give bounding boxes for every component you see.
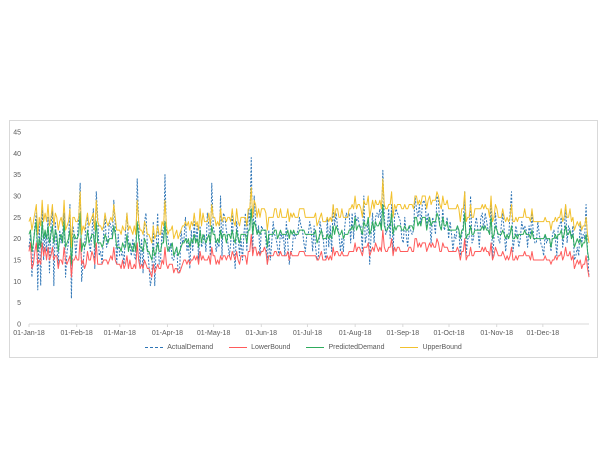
x-tick-label: 01-Mar-18 (104, 330, 136, 337)
legend-item-actualdemand: ActualDemand (145, 344, 213, 351)
legend-label: LowerBound (251, 344, 291, 351)
x-tick-label: 01-Jun-18 (246, 330, 278, 337)
x-tick-label: 01-Oct-18 (433, 330, 464, 337)
legend-label: ActualDemand (167, 344, 214, 351)
legend-item-upperbound: UpperBound (400, 344, 462, 351)
x-tick-label: 01-Sep-18 (386, 330, 419, 337)
series-line-upperbound (28, 178, 590, 248)
chart-frame: 0 5 10 15 20 25 30 35 40 45 01-Jan-18 01-Feb-18 01-… (9, 120, 598, 358)
x-tick-label: 01-Dec-18 (527, 330, 560, 337)
series-line-actualdemand (28, 157, 590, 299)
y-tick-label: 0 (17, 322, 21, 329)
y-tick-label: 20 (13, 236, 21, 243)
y-tick-label: 10 (13, 279, 21, 286)
legend-swatch (229, 347, 248, 348)
legend-swatch (306, 347, 325, 348)
plot-area (28, 157, 590, 299)
x-tick-label: 01-Nov-18 (480, 330, 513, 337)
x-tick-label: 01-May-18 (197, 330, 231, 337)
y-tick-label: 40 (13, 151, 21, 158)
y-axis: 0 5 10 15 20 25 30 35 40 45 (13, 130, 21, 329)
x-tick-label: 01-Jul-18 (293, 330, 322, 337)
legend-item-lowerbound: LowerBound (229, 344, 290, 351)
y-tick-label: 15 (13, 258, 21, 265)
series-line-lowerbound (28, 229, 590, 278)
y-tick-label: 5 (17, 300, 21, 307)
x-tick-label: 01-Aug-18 (339, 330, 372, 337)
x-tick-label: 01-Apr-18 (152, 330, 183, 337)
x-tick-label: 01-Jan-18 (13, 330, 45, 337)
y-tick-label: 35 (13, 172, 21, 179)
chart-legend: ActualDemand LowerBound PredictedDemand Upp… (10, 343, 597, 351)
legend-item-predicteddemand: PredictedDemand (306, 344, 384, 351)
legend-swatch (145, 347, 164, 348)
y-tick-label: 30 (13, 194, 21, 201)
legend-swatch (400, 347, 419, 348)
series-line-predicteddemand (28, 204, 590, 265)
y-tick-label: 45 (13, 130, 21, 137)
x-tick-label: 01-Feb-18 (61, 330, 93, 337)
legend-label: UpperBound (422, 344, 462, 351)
y-tick-label: 25 (13, 215, 21, 222)
legend-label: PredictedDemand (328, 344, 385, 351)
x-axis: 01-Jan-18 01-Feb-18 01-Mar-18 01-Apr-18 01-M… (13, 323, 589, 337)
